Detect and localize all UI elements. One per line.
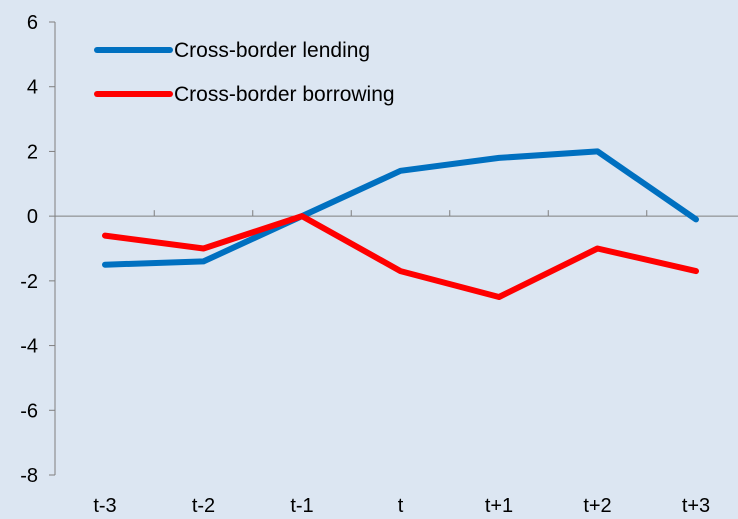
legend-label-lending: Cross-border lending [174, 39, 370, 62]
y-tick-label: 4 [27, 77, 38, 99]
y-tick-label: -4 [20, 336, 38, 358]
legend-item-borrowing: Cross-border borrowing [94, 83, 395, 106]
y-tick-label: 6 [27, 12, 38, 34]
x-tick-label: t-1 [290, 495, 313, 517]
y-tick-label: 0 [27, 206, 38, 228]
series-line-borrowing [102, 213, 699, 300]
legend-item-lending: Cross-border lending [94, 39, 370, 62]
x-tick-label: t-2 [192, 495, 215, 517]
x-tick-label: t [398, 495, 404, 517]
series-lines [102, 148, 699, 300]
series-line-lending [102, 148, 699, 268]
y-tick-label: -2 [20, 271, 38, 293]
legend: Cross-border lending Cross-border borrow… [94, 39, 395, 106]
axes: 6 4 2 0 -2 -4 -6 -8 t-3 t-2 t-1 t t+1 t+2 t+3 [20, 12, 738, 517]
y-tick-label: -8 [20, 465, 38, 487]
y-tick-label: 2 [27, 141, 38, 163]
x-tick-label: t+1 [485, 495, 513, 517]
legend-label-borrowing: Cross-border borrowing [174, 83, 395, 106]
y-tick-label: -6 [20, 400, 38, 422]
x-tick-label: t+2 [583, 495, 611, 517]
x-tick-label: t-3 [93, 495, 116, 517]
x-tick-label: t+3 [682, 495, 710, 517]
